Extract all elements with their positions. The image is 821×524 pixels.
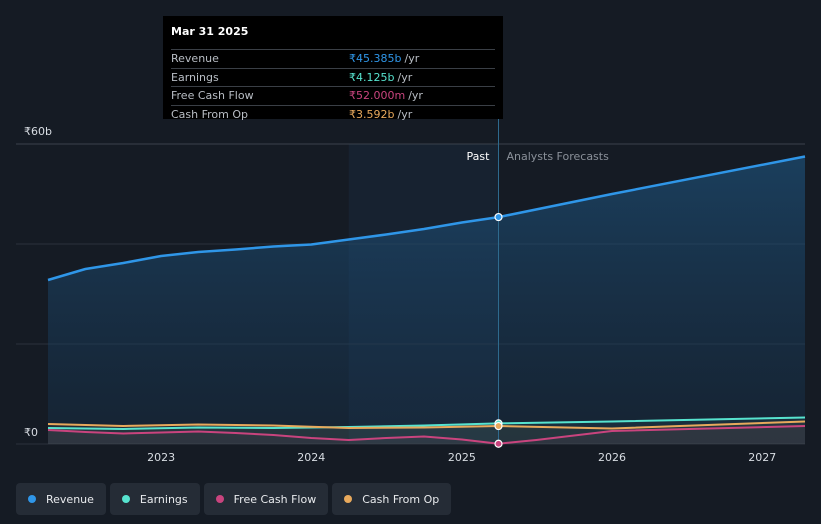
legend-dot-icon: [28, 495, 36, 503]
series-area: [48, 426, 805, 444]
tooltip-row: Earnings ₹4.125b/yr: [171, 67, 495, 87]
revenue-area: [48, 156, 805, 444]
tooltip-row: Free Cash Flow ₹52.000m/yr: [171, 86, 495, 105]
tooltip-date: Mar 31 2025: [171, 25, 249, 38]
tooltip-row-value: ₹3.592b: [349, 107, 395, 121]
legend-dot-icon: [215, 495, 224, 503]
x-tick-label: 2027: [748, 451, 776, 464]
legend-label: Cash From Op: [362, 492, 440, 506]
legend-item-cash-from-op[interactable]: Cash From Op: [332, 483, 452, 515]
series-marker: [494, 421, 503, 431]
x-tick-label: 2025: [448, 451, 476, 464]
tooltip-row-unit: /yr: [404, 52, 420, 65]
tooltip: Mar 31 2025 Revenue ₹45.385b/yr Earnings ₹4…: [163, 16, 503, 121]
series-line-free-cash-flow: [47, 425, 806, 445]
y-tick-label: ₹0: [24, 426, 38, 439]
tooltip-row-unit: /yr: [408, 89, 423, 102]
x-tick-label: 2024: [297, 451, 325, 464]
x-tick-label: 2023: [147, 451, 175, 464]
series-line-cash-from-op: [47, 420, 806, 430]
x-tick-label: 2026: [598, 451, 626, 464]
tooltip-row-name: Cash From Op: [171, 107, 249, 121]
tooltip-row-value: ₹45.385b: [349, 52, 402, 65]
legend-item-free-cash-flow[interactable]: Free Cash Flow: [203, 483, 329, 515]
tooltip-row-unit: /yr: [397, 70, 413, 84]
past-label: Past: [467, 150, 491, 163]
tooltip-row-name: Earnings: [171, 70, 219, 84]
series-marker: [494, 439, 503, 448]
series-line-revenue: [47, 155, 806, 282]
tooltip-row-value: ₹52.000m: [349, 89, 406, 102]
legend-item-revenue[interactable]: Revenue: [16, 483, 106, 515]
legend-dot-icon: [344, 495, 353, 503]
tooltip-row-name: Free Cash Flow: [171, 89, 254, 102]
legend-item-earnings[interactable]: Earnings: [109, 483, 200, 515]
tooltip-row-value: ₹4.125b: [349, 70, 395, 84]
y-tick-label: ₹60b: [24, 125, 52, 138]
tooltip-row: Cash From Op ₹3.592b/yr: [171, 104, 495, 124]
tooltip-row-unit: /yr: [397, 107, 413, 121]
chart-area: ₹60b ₹0 2023 2024 2025 2026 2027 Past Analyst…: [16, 119, 806, 464]
legend-label: Free Cash Flow: [233, 492, 317, 506]
legend-label: Earnings: [139, 492, 188, 506]
tooltip-row-name: Revenue: [171, 52, 219, 65]
legend-dot-icon: [121, 495, 130, 503]
series-area: [48, 417, 805, 444]
tooltip-row: Revenue ₹45.385b/yr: [171, 49, 495, 68]
series-marker: [494, 212, 503, 222]
legend-label: Revenue: [46, 492, 94, 506]
forecast-label: Analysts Forecasts: [506, 150, 609, 163]
legend: Revenue Earnings Free Cash Flow Cash From O…: [16, 483, 452, 515]
